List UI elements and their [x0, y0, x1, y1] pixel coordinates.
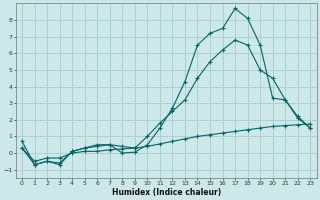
- X-axis label: Humidex (Indice chaleur): Humidex (Indice chaleur): [112, 188, 221, 197]
